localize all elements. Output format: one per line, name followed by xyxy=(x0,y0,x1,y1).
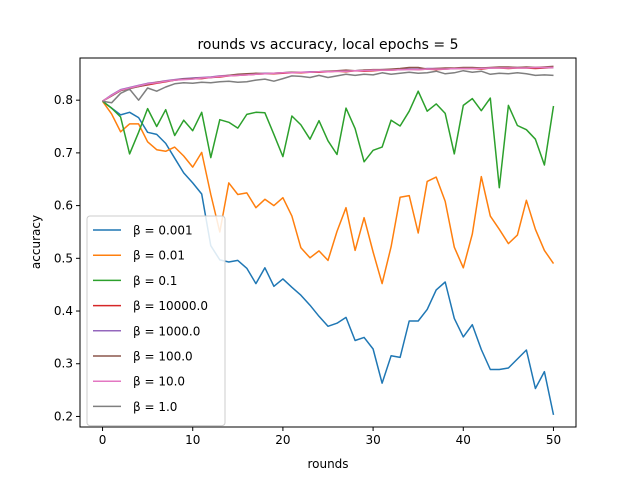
y-axis-label: accuracy xyxy=(29,215,43,269)
legend-label-7: β = 1.0 xyxy=(133,400,177,414)
x-axis-label: rounds xyxy=(307,457,348,471)
legend-label-5: β = 100.0 xyxy=(133,350,193,364)
chart-title: rounds vs accuracy, local epochs = 5 xyxy=(197,37,458,53)
series-line-1 xyxy=(101,100,555,285)
y-tick-label-0: 0.2 xyxy=(54,409,73,423)
legend-label-6: β = 10.0 xyxy=(133,375,185,389)
y-tick-label-3: 0.5 xyxy=(54,251,73,265)
series-line-6 xyxy=(102,66,554,102)
y-tick-label-5: 0.7 xyxy=(54,146,73,160)
x-tick-label-4: 40 xyxy=(456,433,471,447)
x-tick-label-5: 50 xyxy=(546,433,561,447)
legend-label-3: β = 10000.0 xyxy=(133,299,208,313)
x-tick-label-3: 30 xyxy=(365,433,380,447)
series-line-0 xyxy=(102,100,555,416)
y-tick-label-4: 0.6 xyxy=(54,199,73,213)
series-line-2 xyxy=(102,90,555,189)
x-tick-label-0: 0 xyxy=(99,433,107,447)
x-tick-label-2: 20 xyxy=(275,433,290,447)
legend: β = 0.001 β = 0.01 β = 0.1 β = 10000.0 β = 1… xyxy=(86,215,226,427)
y-tick-label-1: 0.3 xyxy=(54,357,73,371)
legend-label-4: β = 1000.0 xyxy=(133,324,200,338)
y-tick-label-2: 0.4 xyxy=(54,304,73,318)
series-line-7 xyxy=(102,69,554,104)
x-tick-label-1: 10 xyxy=(185,433,200,447)
legend-label-0: β = 0.001 xyxy=(133,224,193,238)
axes-frame xyxy=(79,57,577,428)
legend-box xyxy=(86,215,226,427)
legend-label-1: β = 0.01 xyxy=(133,249,185,263)
legend-label-2: β = 0.1 xyxy=(133,274,177,288)
y-tick-label-6: 0.8 xyxy=(54,93,73,107)
